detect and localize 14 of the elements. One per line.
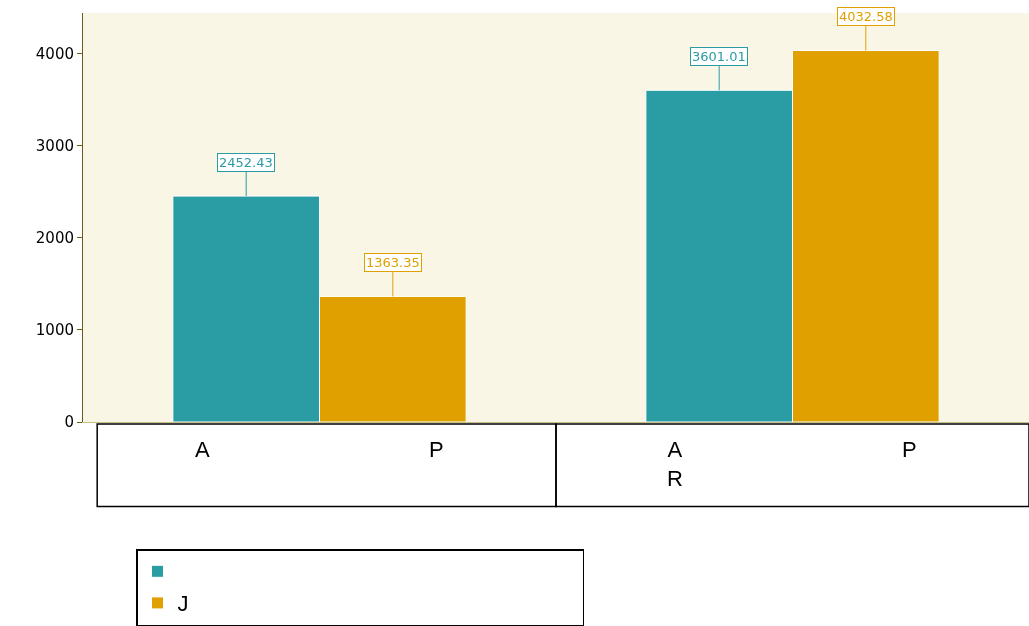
data-label: 4032.58 [839, 9, 893, 24]
text: A R [667, 437, 683, 491]
text: P [902, 437, 917, 462]
data-label: 2452.43 [219, 155, 273, 170]
y-tick-label: 2000 [35, 229, 74, 248]
data-label: 3601.01 [692, 49, 746, 64]
text: P [429, 437, 444, 462]
legend-label: J [177, 591, 189, 617]
text: A [195, 437, 210, 462]
y-tick-label: 3000 [35, 136, 74, 155]
y-tick-label: 4000 [35, 44, 74, 63]
y-tick-label: 0 [64, 413, 74, 432]
data-label: 1363.35 [366, 255, 420, 270]
y-tick-label: 1000 [35, 321, 74, 340]
